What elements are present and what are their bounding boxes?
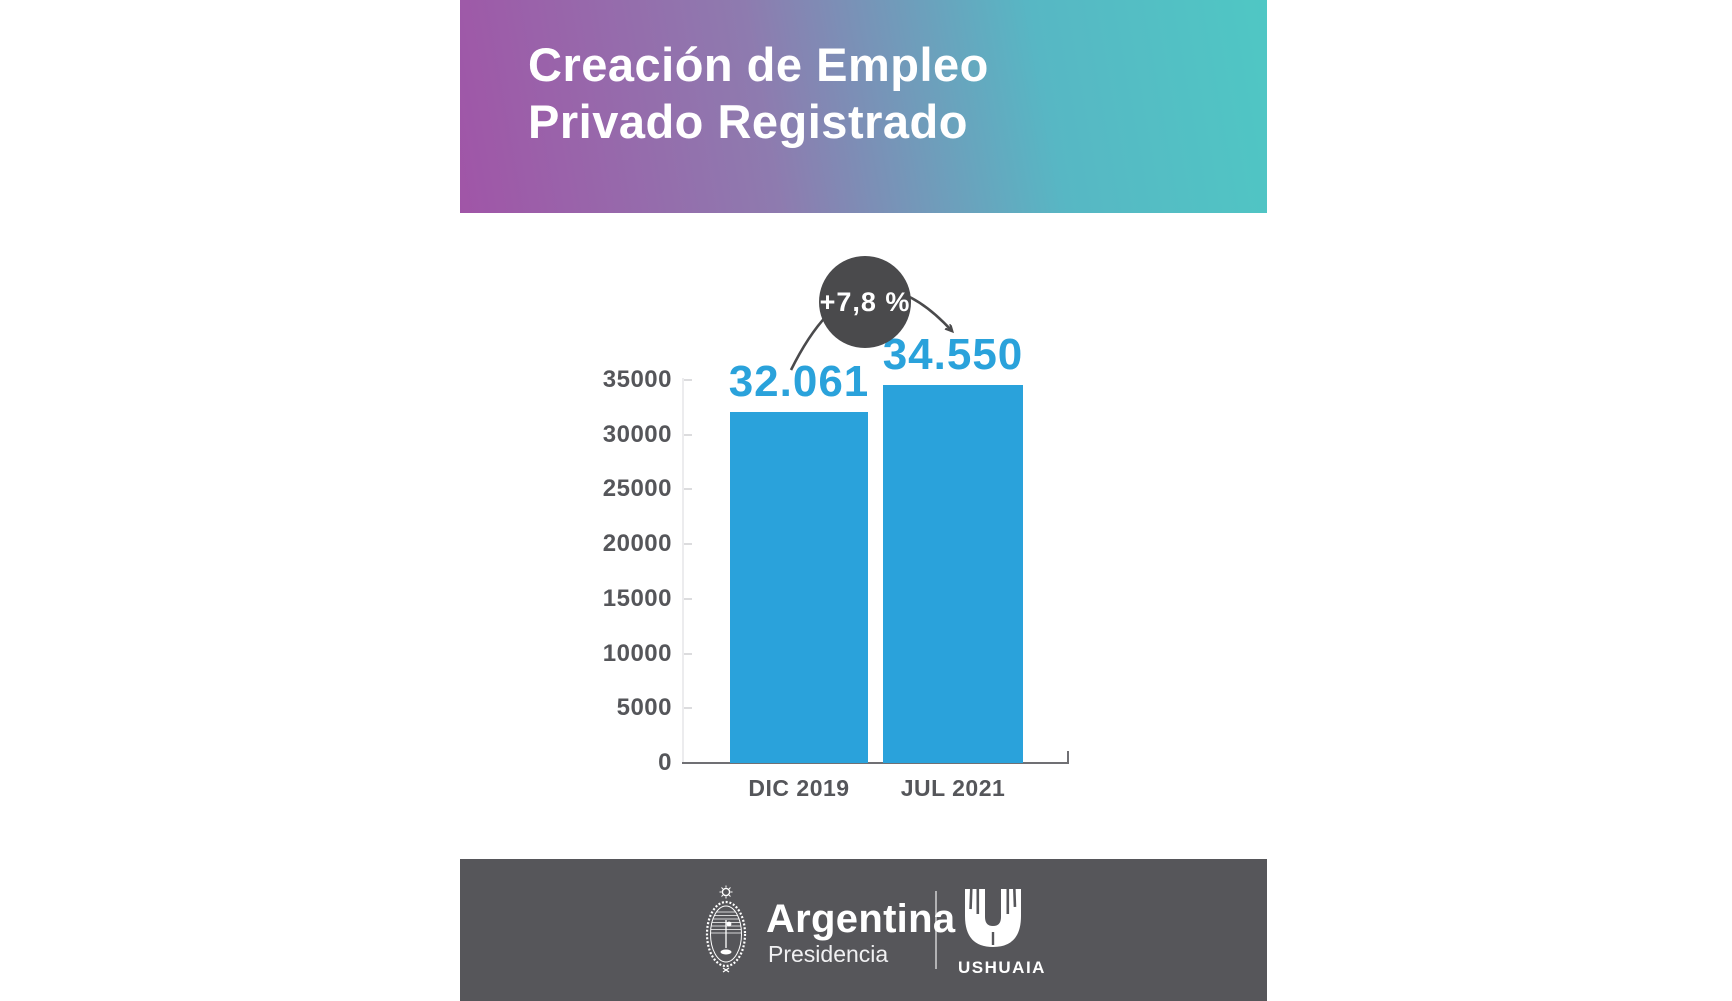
ushuaia-logo-block: USHUAIA <box>958 887 1046 978</box>
y-axis-tick-label: 15000 <box>602 584 672 612</box>
y-axis-tick-label: 0 <box>658 749 672 776</box>
bar-dic-2019 <box>730 412 868 763</box>
employment-bar-chart: +7,8 % 0 5000 10000 15000 20000 25000 30000 350… <box>460 213 1267 859</box>
footer-divider <box>935 891 937 969</box>
y-axis-tick-label: 35000 <box>602 366 672 393</box>
presidencia-label: Presidencia <box>768 941 889 967</box>
page-title: Creación de Empleo Privado Registrado <box>528 36 989 150</box>
y-axis-tick-mark <box>683 379 692 381</box>
bar-jul-2021 <box>883 385 1023 763</box>
y-axis-line <box>682 378 684 764</box>
axis-end-hook <box>1067 751 1069 763</box>
y-axis-tick-mark <box>683 488 692 491</box>
y-axis-tick-mark <box>683 543 692 546</box>
y-axis-tick-mark <box>683 707 692 710</box>
title-line-2: Privado Registrado <box>528 95 968 148</box>
argentina-wordmark: Argentina <box>766 897 956 941</box>
y-axis-tick-label: 20000 <box>602 530 672 558</box>
y-axis-tick-mark <box>683 433 692 436</box>
argentina-coat-of-arms-icon <box>705 885 747 973</box>
y-axis-tick-mark <box>683 652 692 655</box>
x-axis-label-jul-2021: JUL 2021 <box>900 775 1006 801</box>
y-axis-tick-label: 5000 <box>616 694 672 722</box>
y-axis-tick-label: 10000 <box>602 639 672 667</box>
footer-banner: Argentina Presidencia USHUAIA <box>460 859 1267 1001</box>
ushuaia-u-logo-icon <box>965 887 1021 947</box>
title-line-1: Creación de Empleo <box>528 38 989 91</box>
growth-badge: +7,8 % <box>819 256 911 348</box>
x-axis-label-dic-2019: DIC 2019 <box>748 775 850 801</box>
header-banner: Creación de Empleo Privado Registrado <box>460 0 1267 213</box>
ushuaia-label: USHUAIA <box>958 958 1046 977</box>
growth-badge-label: +7,8 % <box>819 286 911 317</box>
y-axis-tick-mark <box>683 597 692 600</box>
y-axis-tick-label: 25000 <box>602 475 672 503</box>
x-axis-baseline <box>682 762 1069 764</box>
y-axis-tick-label: 30000 <box>602 420 672 448</box>
